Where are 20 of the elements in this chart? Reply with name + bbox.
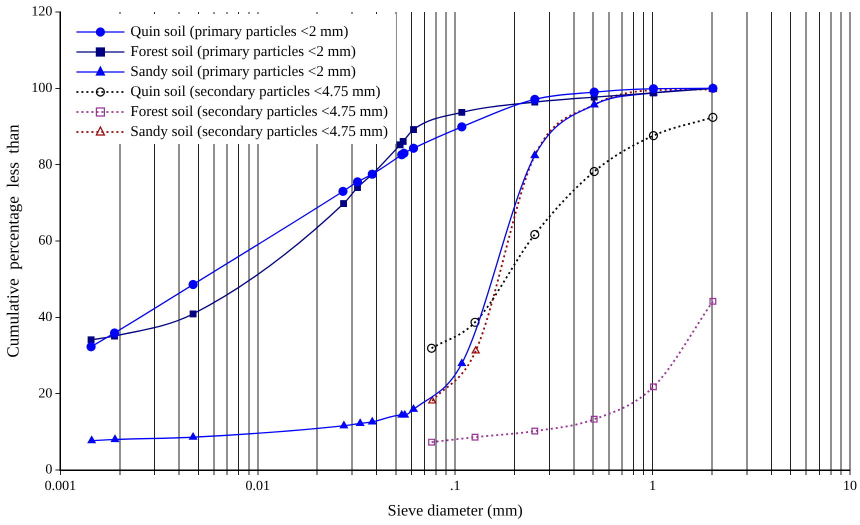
y-tick-label: 60 (38, 234, 52, 249)
x-tick-label: 0.001 (44, 479, 76, 494)
legend-label: Quin soil (primary particles <2 mm) (130, 24, 348, 40)
legend-label: Sandy soil (primary particles <2 mm) (130, 64, 356, 80)
x-tick-label: 10 (843, 479, 857, 494)
y-axis-title: Cumulative percentage less than (4, 124, 23, 358)
legend-label: Quin soil (secondary particles <4.75 mm) (130, 84, 380, 100)
y-tick-label: 100 (31, 81, 52, 96)
y-tick-label: 40 (38, 310, 52, 326)
legend-label: Sandy soil (secondary particles <4.75 mm) (130, 124, 388, 140)
y-tick-label: 20 (38, 386, 52, 402)
x-tick-label: 0.01 (246, 479, 270, 494)
legend-label: Forest soil (primary particles <2 mm) (130, 44, 356, 60)
y-tick-label: 0 (45, 462, 52, 478)
x-tick-label: .1 (450, 479, 460, 494)
x-axis-title: Sieve diameter (mm) (388, 502, 523, 520)
y-tick-label: 80 (38, 157, 52, 172)
y-tick-label: 120 (31, 4, 52, 20)
legend-label: Forest soil (secondary particles <4.75 mm) (130, 104, 388, 120)
x-tick-label: 1 (649, 479, 656, 494)
